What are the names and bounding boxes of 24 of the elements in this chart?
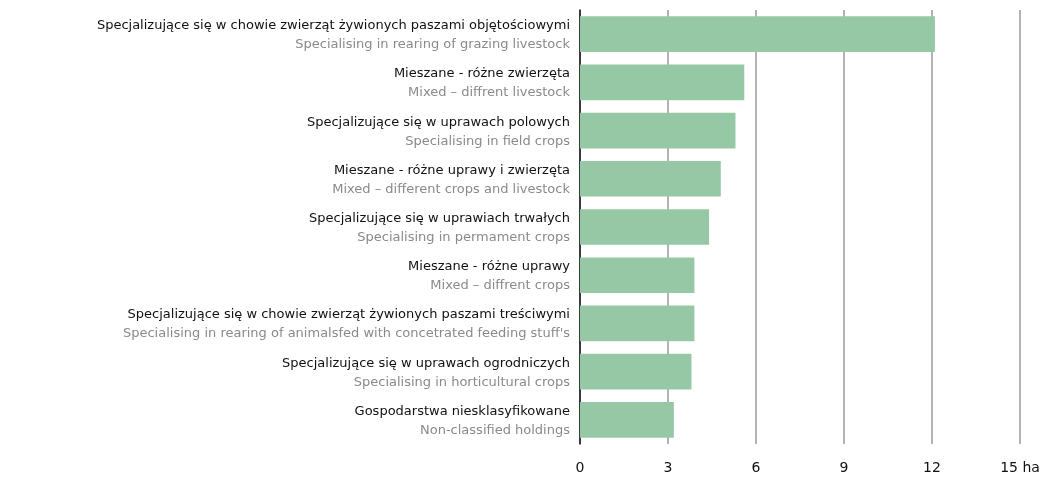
y-tick-label: Specjalizujące się w uprawiach trwałych Specialising in permament crops (309, 210, 571, 244)
y-tick-label: Mieszane - różne uprawy Mixed – diffrent crops (408, 258, 571, 293)
bar (580, 402, 674, 438)
bar (580, 64, 745, 101)
y-tick-label: Mieszane - różne uprawy i zwierzęta Mixed – different crops and livestock (332, 161, 571, 196)
y-tick-label: Gospodarstwa niesklasyfikowane Non-classified holdings (354, 402, 571, 437)
bar (580, 353, 692, 390)
y-tick-label: Specjalizujące się w uprawach polowych Specialising in field crops (306, 113, 571, 148)
bar (580, 112, 736, 149)
y-tick-label: Specjalizujące się w uprawach ogrodniczych Specialising in horticultural crops (282, 354, 571, 389)
bar (580, 16, 935, 52)
x-tick-label: 6 (751, 459, 761, 475)
bar (580, 257, 695, 294)
x-tick-label: 0 (575, 459, 585, 475)
y-tick-label: Mieszane - różne zwierzęta Mixed – diffrent livestock (393, 65, 571, 100)
x-tick-label: 9 (839, 459, 849, 475)
y-tick-label: Specjalizujące się w chowie zwierząt żywionych paszami treściwymi Specialising in rearing of animalsfed with concetrated feeding stuff's (122, 306, 571, 341)
x-tick-label: 12 (923, 459, 941, 475)
bar (580, 209, 710, 245)
x-tick-label: 15 ha (1000, 459, 1040, 475)
bar (580, 160, 721, 197)
y-tick-label: Specjalizujące się w chowie zwierząt żywionych paszami objętościowymi Specialising in rearing of grazing livestock (96, 17, 571, 52)
x-tick-label: 3 (663, 459, 673, 475)
bar (580, 305, 695, 342)
